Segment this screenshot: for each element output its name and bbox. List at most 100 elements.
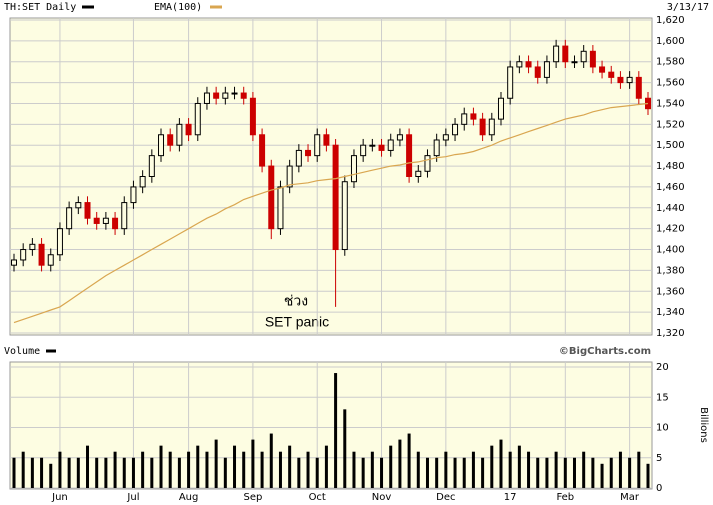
- candle-body: [516, 61, 523, 68]
- volume-bar: [582, 451, 586, 488]
- candle-body: [341, 181, 348, 251]
- volume-bar: [131, 457, 135, 488]
- candle-body: [38, 243, 45, 266]
- volume-bar: [168, 451, 172, 488]
- volume-bar: [370, 451, 374, 488]
- volume-bar: [269, 433, 273, 488]
- volume-bar: [12, 457, 16, 488]
- candle-body: [259, 134, 266, 167]
- candle-body: [20, 249, 27, 261]
- volume-bar: [600, 463, 604, 488]
- volume-bar: [297, 457, 301, 488]
- y-tick-label: 1,600: [656, 36, 685, 47]
- candle-body: [635, 76, 642, 99]
- volume-bar: [591, 457, 595, 488]
- volume-bar: [177, 457, 181, 488]
- y-tick-label: 1,480: [656, 161, 685, 172]
- candle-body: [415, 170, 422, 178]
- candle-body: [176, 123, 183, 146]
- y-tick-label: 1,440: [656, 203, 685, 214]
- candle-body: [452, 123, 459, 136]
- y-tick-label: 1,580: [656, 57, 685, 68]
- x-tick-label: 17: [504, 492, 517, 503]
- x-tick-label: Aug: [179, 492, 199, 503]
- volume-bar: [389, 445, 393, 488]
- volume-bar: [545, 457, 549, 488]
- candle-body: [286, 165, 293, 188]
- candle-body: [360, 144, 367, 157]
- candle-body: [121, 202, 128, 230]
- candle-body: [66, 207, 73, 230]
- candle-body: [543, 61, 550, 78]
- volume-title: Volume: [4, 346, 40, 357]
- legend-label: EMA(100): [154, 2, 202, 13]
- candle-body: [562, 45, 569, 63]
- candle-body: [231, 92, 238, 95]
- y-tick-label: 15: [656, 392, 669, 403]
- volume-bar: [150, 457, 154, 488]
- volume-bar: [159, 445, 163, 488]
- candle-body: [29, 243, 36, 251]
- source: ©BigCharts.com: [559, 346, 651, 357]
- candle-body: [387, 139, 394, 151]
- annotation: ช่วง: [284, 293, 308, 309]
- volume-bar: [628, 457, 632, 488]
- volume-bar: [425, 457, 429, 488]
- volume-bar: [343, 409, 347, 488]
- volume-bar: [637, 451, 641, 488]
- volume-bar: [187, 451, 191, 488]
- candle-body: [75, 202, 82, 209]
- candle-body: [203, 92, 210, 104]
- candle-body: [424, 155, 431, 172]
- volume-bar: [58, 451, 62, 488]
- volume-bar: [67, 457, 71, 488]
- candle-body: [525, 61, 532, 68]
- volume-bar: [306, 451, 310, 488]
- volume-bar: [563, 457, 567, 488]
- candle-body: [589, 50, 596, 68]
- volume-bar: [453, 457, 457, 488]
- y-tick-label: 1,540: [656, 98, 685, 109]
- volume-bar: [86, 445, 90, 488]
- chart-title: TH:SET Daily: [4, 2, 76, 13]
- y-tick-label: 1,360: [656, 286, 685, 297]
- candle-body: [433, 139, 440, 157]
- volume-bar: [517, 445, 521, 488]
- date-label: 3/13/17: [667, 2, 709, 13]
- candle-body: [626, 76, 633, 84]
- x-tick-label: Feb: [556, 492, 574, 503]
- y-tick-label: 1,500: [656, 140, 685, 151]
- y-tick-label: 1,400: [656, 245, 685, 256]
- volume-bar: [205, 451, 209, 488]
- y-tick-label: 10: [656, 423, 669, 434]
- candle-body: [240, 92, 247, 99]
- volume-bar: [113, 451, 117, 488]
- volume-bar: [260, 451, 264, 488]
- candle-body: [461, 113, 468, 125]
- volume-bar: [104, 457, 108, 488]
- y-tick-label: 5: [656, 453, 662, 464]
- volume-bar: [407, 433, 411, 488]
- volume-bar: [618, 451, 622, 488]
- candle-body: [305, 149, 312, 157]
- volume-bar: [435, 457, 439, 488]
- candle-body: [194, 102, 201, 136]
- candle-body: [277, 186, 284, 230]
- candle-body: [608, 71, 615, 78]
- y-axis-label: Billions: [698, 407, 709, 443]
- volume-bar: [30, 457, 34, 488]
- candle-body: [139, 176, 146, 188]
- y-tick-label: 1,520: [656, 119, 685, 130]
- candle-body: [102, 217, 109, 224]
- y-tick-label: 20: [656, 362, 669, 373]
- volume-bar: [233, 445, 237, 488]
- volume-bar: [315, 457, 319, 488]
- volume-bar: [499, 439, 503, 488]
- volume-panel: [9, 361, 653, 490]
- candle-body: [158, 134, 165, 157]
- x-tick-label: Jul: [126, 492, 139, 503]
- candle-body: [323, 134, 330, 146]
- candle-body: [295, 149, 302, 167]
- candle-body: [47, 254, 54, 266]
- x-tick-label: Jun: [51, 492, 68, 503]
